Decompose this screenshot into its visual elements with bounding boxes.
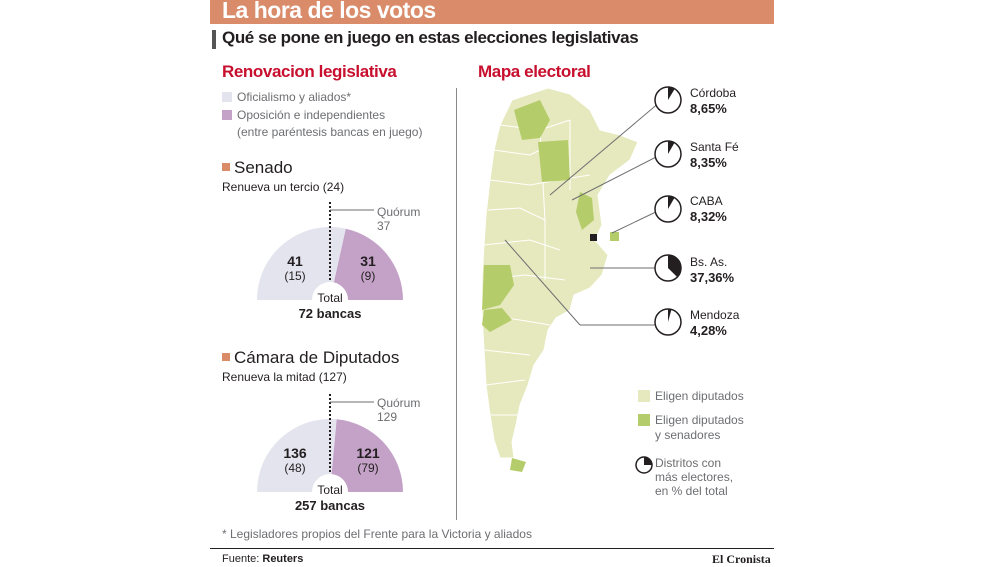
legend-swatch-oficialismo	[222, 92, 232, 102]
province-cordoba-name: Córdoba	[690, 86, 737, 100]
province-santa-fe-value: 8,35%	[690, 155, 727, 170]
province-santa-fe-name: Santa Fé	[690, 140, 739, 154]
legend-item-oposicion: Oposición e independientes	[222, 108, 385, 122]
diputados-chart	[257, 394, 403, 492]
senado-oficialismo-in-play: (15)	[284, 269, 306, 283]
senado-oposicion-in-play: (9)	[360, 269, 376, 283]
legend-label-oposicion: Oposición e independientes	[237, 108, 386, 122]
province-cordoba-value: 8,65%	[690, 101, 727, 116]
subtitle-marker	[212, 30, 216, 49]
source-label: Fuente:	[222, 553, 260, 565]
map-legend-distritos-2: más electores,	[655, 470, 734, 484]
diputados-bullet	[222, 353, 230, 361]
senado-quorum-value: 37	[377, 219, 391, 233]
map-legend-swatch-diputados-senadores	[638, 414, 650, 426]
title-bar	[210, 0, 774, 24]
pie-santa-fe	[654, 140, 682, 168]
pie-bs-as-slice	[668, 255, 681, 278]
legend-swatch-oposicion	[222, 110, 232, 120]
province-bs-as-value: 37,36%	[690, 270, 735, 285]
map-province-salta	[514, 100, 550, 140]
pie-mendoza-slice	[668, 309, 672, 322]
province-mendoza-value: 4,28%	[690, 323, 727, 338]
page-title: La hora de los votos	[222, 0, 436, 23]
pie-cordoba-slice	[668, 87, 675, 100]
diputados-total-label: Total	[317, 483, 343, 497]
source-line: Fuente: Reuters	[222, 553, 303, 565]
map-province-entre-rios	[576, 192, 594, 230]
diputados-oficialismo-value: 136	[283, 445, 307, 461]
leader-mendoza	[504, 239, 581, 326]
column-divider	[456, 88, 457, 520]
senado-subtitle: Renueva un tercio (24)	[222, 180, 345, 194]
source-value: Reuters	[262, 553, 304, 565]
senado-bullet	[222, 163, 230, 171]
senado-oposicion-value: 31	[360, 253, 376, 269]
diputados-slice-oficialismo	[257, 419, 337, 492]
province-mendoza-name: Mendoza	[690, 308, 740, 322]
senado-oficialismo-value: 41	[287, 253, 303, 269]
map-province-tierra-del-fuego	[510, 458, 526, 472]
map-country-outline	[481, 87, 639, 459]
pie-santa-fe-slice	[668, 141, 675, 154]
pie-caba-slice	[668, 196, 675, 209]
diputados-title-text: Cámara de Diputados	[234, 348, 400, 367]
senado-chart	[257, 202, 403, 300]
diputados-subtitle: Renueva la mitad (127)	[222, 370, 347, 384]
map-province-mendoza	[482, 265, 514, 310]
map-legend-swatch-diputados	[638, 390, 650, 402]
pie-cordoba	[654, 86, 682, 114]
legend-label-oficialismo: Oficialismo y aliados*	[237, 90, 352, 104]
diputados-oficialismo-in-play: (48)	[284, 461, 306, 475]
pie-bs-as	[654, 254, 682, 282]
legend-note: (entre paréntesis bancas en juego)	[237, 125, 423, 139]
senado-total-label: Total	[317, 291, 343, 305]
map-province-santiago	[538, 140, 570, 182]
map-caba-inset	[610, 232, 619, 241]
map-heading: Mapa electoral	[478, 62, 591, 81]
diputados-slice-oposicion	[331, 419, 403, 492]
leader-santa-fe	[571, 154, 661, 201]
diputados-oposicion-value: 121	[356, 445, 380, 461]
province-caba-value: 8,32%	[690, 209, 727, 224]
diputados-oposicion-in-play: (79)	[357, 461, 379, 475]
pie-chart-icon	[635, 456, 653, 474]
pie-mendoza	[654, 308, 682, 336]
footer-divider	[210, 548, 774, 549]
argentina-map	[481, 87, 639, 472]
senado-total-value: 72 bancas	[298, 306, 362, 321]
page-subtitle: Qué se pone en juego en estas elecciones…	[222, 28, 639, 47]
leader-caba	[611, 209, 661, 234]
map-legend-distritos-1: Distritos con	[655, 456, 722, 470]
diputados-title: Cámara de Diputados	[222, 348, 399, 368]
legend-item-oficialismo: Oficialismo y aliados*	[222, 90, 351, 104]
senado-title-text: Senado	[234, 158, 293, 177]
senado-slice-oficialismo	[257, 227, 346, 300]
map-legend-diputados-senadores-2: y senadores	[655, 428, 721, 442]
map-legend-diputados-senadores-1: Eligen diputados	[655, 413, 744, 427]
map-legend-diputados: Eligen diputados	[655, 389, 744, 403]
footnote: * Legisladores propios del Frente para l…	[222, 527, 532, 541]
senado-quorum-label: Quórum	[377, 205, 421, 219]
senado-slice-oposicion	[333, 228, 403, 300]
senado-title: Senado	[222, 158, 293, 178]
map-legend-distritos-3: en % del total	[655, 484, 728, 498]
map-province-neuquen	[482, 308, 512, 332]
brand-logo: El Cronista	[712, 552, 771, 566]
province-caba-name: CABA	[690, 194, 723, 208]
province-bs-as-name: Bs. As.	[690, 255, 728, 269]
diputados-total-value: 257 bancas	[294, 498, 366, 513]
leader-cordoba	[549, 101, 661, 196]
renovacion-heading: Renovacion legislativa	[222, 62, 397, 81]
pie-caba	[654, 195, 682, 223]
diputados-quorum-value: 129	[377, 410, 398, 424]
map-caba-marker	[590, 234, 597, 241]
diputados-quorum-label: Quórum	[377, 396, 421, 410]
